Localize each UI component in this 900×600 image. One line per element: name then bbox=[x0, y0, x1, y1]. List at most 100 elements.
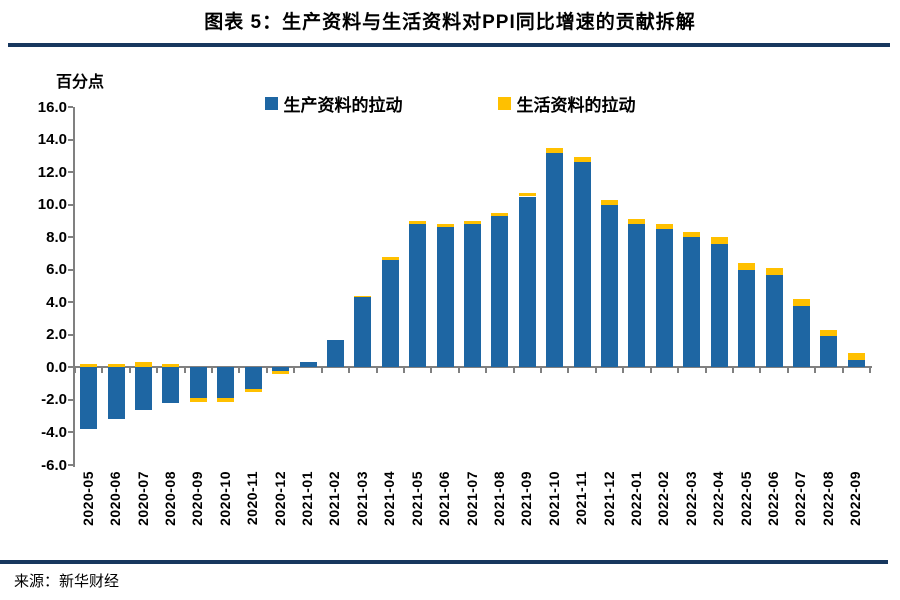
y-axis-tick-label: 16.0 bbox=[37, 98, 67, 116]
bar-segment bbox=[710, 237, 728, 244]
x-axis-category-label: 2020-08 bbox=[161, 471, 178, 526]
legend-item-1: 生活资料的拉动 bbox=[497, 91, 636, 116]
y-axis-tick-label: -4.0 bbox=[41, 423, 67, 441]
y-axis-tick bbox=[68, 464, 73, 466]
x-axis-tick bbox=[293, 368, 296, 374]
x-axis-tick bbox=[265, 368, 268, 374]
x-axis-category-label: 2021-10 bbox=[545, 471, 562, 526]
bar-segment bbox=[710, 243, 728, 368]
bar-segment bbox=[546, 152, 564, 368]
bar-segment bbox=[683, 237, 701, 368]
bar-segment bbox=[217, 367, 235, 399]
bar-segment bbox=[464, 220, 481, 225]
x-axis-tick bbox=[430, 368, 433, 374]
bar-segment bbox=[464, 224, 481, 368]
x-axis-tick bbox=[759, 368, 762, 374]
x-axis-tick bbox=[402, 368, 405, 374]
bar-segment bbox=[601, 199, 619, 205]
y-axis-tick bbox=[68, 398, 73, 401]
y-axis-tick-label: 12.0 bbox=[37, 163, 67, 181]
bar-segment bbox=[80, 364, 98, 368]
x-axis-category-label: 2021-04 bbox=[381, 471, 398, 526]
bar-segment bbox=[573, 162, 591, 368]
bar-segment bbox=[354, 297, 372, 368]
x-axis-tick bbox=[348, 368, 351, 374]
x-axis-tick bbox=[74, 368, 76, 374]
bar-segment bbox=[491, 212, 509, 217]
x-axis-category-label: 2021-05 bbox=[408, 471, 425, 526]
x-axis-tick bbox=[814, 368, 817, 374]
x-axis-tick bbox=[320, 368, 323, 374]
bar-segment bbox=[436, 224, 454, 228]
x-axis-tick bbox=[622, 368, 625, 374]
x-axis-tick bbox=[101, 368, 104, 374]
y-axis-tick-label: 6.0 bbox=[46, 261, 67, 279]
bar-segment bbox=[272, 371, 290, 374]
bar-segment bbox=[189, 367, 207, 399]
bar-segment bbox=[381, 259, 399, 368]
x-axis-category-label: 2022-07 bbox=[792, 471, 809, 526]
x-axis-category-label: 2021-12 bbox=[600, 471, 617, 526]
bar-segment bbox=[326, 339, 344, 368]
legend: 生产资料的拉动 生活资料的拉动 bbox=[0, 91, 900, 116]
y-axis-tick-label: 10.0 bbox=[37, 196, 67, 214]
x-axis-category-label: 2020-05 bbox=[79, 471, 96, 526]
bar-segment bbox=[655, 224, 673, 230]
x-axis-tick bbox=[540, 368, 543, 374]
bar-segment bbox=[244, 367, 262, 389]
x-axis-line bbox=[73, 366, 872, 369]
bar-segment bbox=[518, 193, 536, 197]
bar-segment bbox=[546, 147, 564, 153]
bar-segment bbox=[272, 367, 290, 372]
bar-segment bbox=[354, 295, 372, 298]
x-axis-tick bbox=[512, 368, 515, 374]
x-axis-category-label: 2021-09 bbox=[518, 471, 535, 526]
y-axis-tick bbox=[68, 106, 73, 108]
x-axis-tick bbox=[183, 368, 186, 374]
bar-segment bbox=[162, 364, 180, 368]
bar-segment bbox=[738, 263, 756, 270]
bar-segment bbox=[107, 364, 125, 368]
bar-segment bbox=[820, 336, 838, 368]
x-axis-tick bbox=[375, 368, 378, 374]
bar-segment bbox=[601, 204, 619, 368]
legend-label: 生活资料的拉动 bbox=[516, 96, 636, 115]
bar-segment bbox=[573, 157, 591, 163]
legend-swatch-icon bbox=[497, 97, 511, 110]
x-axis-category-label: 2021-06 bbox=[436, 471, 453, 526]
x-axis-category-label: 2021-08 bbox=[490, 471, 507, 526]
x-axis-category-label: 2022-01 bbox=[627, 471, 644, 526]
bar-segment bbox=[299, 361, 317, 368]
title-divider bbox=[8, 43, 890, 47]
bar-segment bbox=[792, 299, 810, 306]
y-axis-tick bbox=[68, 236, 73, 239]
x-axis-category-label: 2022-06 bbox=[765, 471, 782, 526]
bar-segment bbox=[683, 232, 701, 238]
bar-segment bbox=[738, 269, 756, 368]
legend-label: 生产资料的拉动 bbox=[283, 96, 403, 115]
y-axis-unit-label: 百分点 bbox=[56, 74, 105, 91]
x-axis-tick bbox=[457, 368, 460, 374]
x-axis-category-label: 2022-03 bbox=[682, 471, 699, 526]
x-axis-category-label: 2020-09 bbox=[189, 471, 206, 526]
x-axis-tick bbox=[731, 368, 734, 374]
x-axis-category-label: 2021-07 bbox=[463, 471, 480, 526]
x-axis-tick bbox=[485, 368, 488, 374]
x-axis-tick bbox=[704, 368, 707, 374]
x-axis-category-label: 2022-02 bbox=[655, 471, 672, 526]
bar-segment bbox=[189, 398, 207, 402]
bar-segment bbox=[135, 362, 153, 368]
y-axis-tick-label: 0.0 bbox=[46, 358, 67, 376]
bar-segment bbox=[381, 256, 399, 260]
x-axis-tick bbox=[841, 368, 844, 374]
bar-segment bbox=[518, 196, 536, 368]
y-axis-tick bbox=[68, 333, 73, 336]
x-axis-tick bbox=[211, 368, 214, 374]
x-axis-category-label: 2022-08 bbox=[819, 471, 836, 526]
y-axis-tick bbox=[68, 171, 73, 174]
bar-segment bbox=[80, 367, 98, 430]
y-axis-tick bbox=[68, 203, 73, 206]
bar-segment bbox=[765, 268, 783, 275]
bar-segment bbox=[628, 219, 646, 225]
y-axis-tick bbox=[68, 268, 73, 271]
